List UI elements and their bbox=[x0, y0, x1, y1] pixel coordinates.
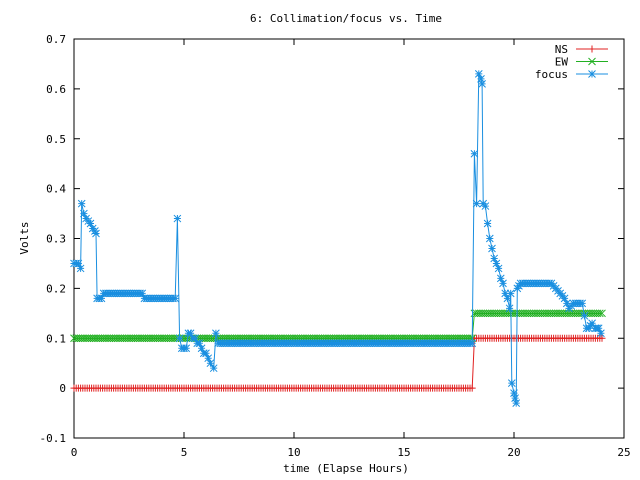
data-point bbox=[76, 264, 85, 273]
series-layer bbox=[70, 70, 606, 407]
data-point bbox=[595, 309, 604, 318]
data-point bbox=[588, 319, 596, 328]
data-point bbox=[92, 229, 100, 238]
data-point bbox=[186, 329, 195, 338]
data-point bbox=[202, 349, 210, 358]
y-tick-label: 0.1 bbox=[46, 332, 66, 345]
x-tick-label: 10 bbox=[287, 446, 300, 459]
data-point bbox=[171, 294, 180, 303]
y-tick-label: 0.5 bbox=[46, 133, 66, 146]
y-tick-label: 0.6 bbox=[46, 83, 66, 96]
data-point bbox=[501, 289, 510, 298]
data-point bbox=[598, 309, 606, 318]
y-tick-label: 0.7 bbox=[46, 33, 66, 46]
series-line bbox=[74, 312, 602, 339]
data-point bbox=[175, 334, 184, 343]
data-point bbox=[505, 304, 514, 313]
data-point bbox=[97, 294, 106, 303]
data-point bbox=[80, 209, 88, 218]
data-point bbox=[138, 289, 147, 298]
y-axis-label: Volts bbox=[18, 221, 31, 254]
data-point bbox=[512, 399, 521, 407]
data-point bbox=[499, 279, 507, 288]
data-point bbox=[507, 379, 516, 387]
series-line bbox=[74, 73, 602, 404]
data-point bbox=[195, 339, 204, 348]
data-point bbox=[586, 321, 595, 330]
data-point bbox=[212, 329, 220, 338]
legend-marker bbox=[588, 70, 596, 78]
data-point bbox=[513, 284, 522, 293]
data-point bbox=[483, 219, 492, 228]
data-point bbox=[468, 339, 477, 348]
data-point bbox=[494, 264, 503, 273]
y-tick-label: 0.3 bbox=[46, 233, 66, 246]
data-point bbox=[197, 344, 206, 353]
data-point bbox=[481, 202, 490, 210]
series-focus bbox=[70, 70, 605, 407]
chart-title: 6: Collimation/focus vs. Time bbox=[250, 12, 442, 25]
data-point bbox=[511, 394, 519, 402]
series-ns bbox=[70, 334, 606, 392]
x-tick-label: 20 bbox=[507, 446, 520, 459]
data-point bbox=[510, 389, 518, 397]
data-point bbox=[578, 299, 587, 308]
data-point bbox=[580, 311, 589, 320]
x-axis-label: time (Elapse Hours) bbox=[283, 462, 409, 475]
data-point bbox=[182, 344, 191, 353]
data-point bbox=[468, 384, 476, 392]
legend-label: focus bbox=[535, 68, 568, 81]
x-tick-label: 0 bbox=[71, 446, 78, 459]
data-point bbox=[191, 334, 199, 343]
data-point bbox=[597, 329, 605, 338]
data-point bbox=[594, 324, 603, 333]
y-tick-label: 0 bbox=[59, 382, 66, 395]
data-point bbox=[490, 254, 499, 263]
data-point bbox=[206, 359, 215, 368]
data-point bbox=[91, 227, 99, 235]
y-tick-label: -0.1 bbox=[40, 432, 67, 445]
data-point bbox=[503, 294, 512, 303]
data-point bbox=[560, 294, 569, 303]
legend-marker bbox=[588, 45, 596, 53]
data-point bbox=[209, 364, 218, 373]
data-point bbox=[86, 219, 95, 228]
x-tick-label: 25 bbox=[617, 446, 630, 459]
legend-label: EW bbox=[555, 56, 569, 69]
plot-frame bbox=[73, 38, 625, 439]
data-point bbox=[506, 289, 515, 298]
legend-marker bbox=[588, 57, 596, 66]
data-point bbox=[74, 259, 83, 268]
x-tick-label: 15 bbox=[397, 446, 410, 459]
data-point bbox=[584, 324, 593, 333]
data-point bbox=[470, 149, 479, 158]
y-tick-label: 0.2 bbox=[46, 282, 66, 295]
data-point bbox=[562, 299, 571, 308]
legend-label: NS bbox=[555, 43, 568, 56]
axis-ticks: 0 5 10 15 20 25 -0.1 0 0.1 0.2 0.3 0.4 0.5 0.6 0.7 bbox=[40, 33, 631, 459]
data-point bbox=[173, 214, 182, 223]
data-point bbox=[77, 199, 86, 208]
data-point bbox=[492, 259, 501, 268]
x-tick-label: 5 bbox=[181, 446, 188, 459]
data-point bbox=[485, 234, 494, 243]
data-point bbox=[477, 75, 485, 83]
y-tick-label: 0.4 bbox=[46, 183, 66, 196]
data-point bbox=[478, 80, 486, 88]
data-point bbox=[488, 244, 496, 253]
data-point bbox=[515, 282, 523, 290]
data-point bbox=[496, 274, 505, 283]
data-point bbox=[204, 354, 213, 363]
data-point bbox=[474, 70, 483, 78]
data-point bbox=[598, 334, 606, 342]
data-point bbox=[472, 199, 481, 208]
